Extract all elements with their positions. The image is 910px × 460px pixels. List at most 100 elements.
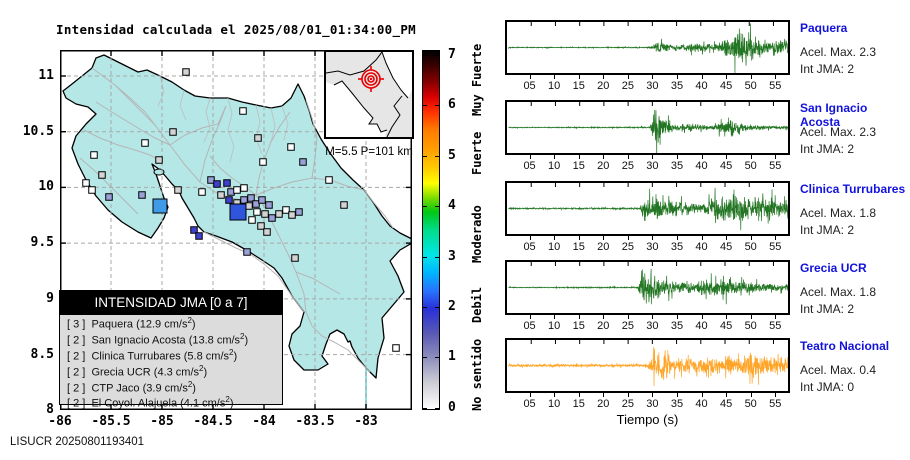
time-tick [554, 155, 556, 159]
station-intensity-marker [169, 128, 177, 136]
time-tick-label: 45 [719, 160, 733, 172]
time-tick-label: 55 [769, 241, 782, 253]
station-intensity-marker [291, 254, 299, 262]
time-tick-label: 50 [744, 241, 757, 253]
station-name: Paquera [800, 21, 848, 35]
legend-item: [ 2 ] San Ignacio Acosta (13.8 cm/s2) [67, 332, 249, 347]
time-tick-label: 30 [646, 320, 659, 332]
waveform-trace-4 [508, 262, 789, 305]
lat-tick-label: 8.5 [30, 346, 54, 362]
station-intensity-marker [275, 210, 283, 218]
lat-tick-label: 9.5 [30, 235, 54, 251]
station-intensity-marker [82, 179, 90, 187]
colorbar-value: 1 [448, 349, 456, 365]
time-tick [603, 236, 605, 240]
acel-max-value: Acel. Max. 1.8 [800, 285, 877, 299]
time-tick-label: 50 [744, 320, 757, 332]
time-tick [701, 75, 703, 79]
waveform-trace-5 [508, 340, 789, 386]
legend-item: [ 2 ] Clinica Turrubares (5.8 cm/s2) [67, 347, 238, 363]
time-tick-label: 20 [597, 241, 610, 253]
station-intensity-marker [198, 188, 206, 196]
lon-tick-label: -83.5 [295, 414, 335, 429]
time-tick-label: 55 [769, 160, 782, 172]
time-tick [775, 236, 777, 240]
time-tick-label: 50 [744, 80, 757, 92]
time-tick-label: 20 [597, 80, 610, 92]
epicenter-inset-map [324, 50, 414, 139]
station-intensity-marker [225, 196, 233, 204]
lon-tick-label: -84.5 [193, 414, 233, 429]
station-intensity-marker [155, 156, 163, 164]
time-tick-label: 20 [597, 320, 610, 332]
time-tick [652, 393, 654, 397]
station-intensity-marker [258, 196, 266, 204]
lat-tick-label: 9 [46, 290, 54, 306]
station-intensity-marker [299, 158, 307, 166]
legend-item: [ 2 ] Grecia UCR (4.3 cm/s2) [67, 363, 208, 379]
time-tick [750, 155, 752, 159]
time-tick [627, 75, 629, 79]
inset-canvas [325, 51, 412, 138]
time-tick-label: 10 [548, 80, 561, 92]
time-tick-label: 35 [670, 320, 684, 332]
time-tick-label: 05 [523, 320, 536, 332]
station-intensity-marker [259, 158, 267, 166]
colorbar-tick [435, 105, 439, 107]
time-tick-label: 55 [769, 398, 782, 410]
time-tick [627, 155, 629, 159]
time-tick-label: 45 [719, 320, 733, 332]
station-name: Grecia UCR [800, 261, 867, 275]
time-tick [529, 155, 531, 159]
time-tick-label: 30 [646, 160, 659, 172]
station-intensity-marker [325, 176, 333, 184]
time-tick-label: 20 [597, 160, 610, 172]
time-tick-label: 35 [670, 160, 684, 172]
station-intensity-marker [190, 226, 198, 234]
waveform-frame [505, 260, 790, 315]
time-tick [554, 393, 556, 397]
station-intensity-marker [265, 201, 273, 209]
station-name: San Ignacio Acosta [800, 101, 868, 129]
time-tick-label: 05 [523, 160, 536, 172]
waveform-frame [505, 338, 790, 393]
time-tick [750, 315, 752, 319]
colorbar-tick [423, 357, 427, 359]
time-tick-label: 30 [646, 398, 659, 410]
time-tick [603, 75, 605, 79]
time-tick [775, 155, 777, 159]
waveform-trace-2 [508, 102, 789, 158]
station-intensity-marker [182, 68, 190, 76]
time-tick [726, 236, 728, 240]
waveform-frame [505, 20, 790, 75]
station-intensity-marker [295, 208, 303, 216]
legend-item: [ 2 ] El Coyol. Alajuela (4.1 cm/s2) [67, 395, 234, 411]
time-tick [726, 155, 728, 159]
colorbar-tick [435, 407, 439, 409]
colorbar-tick [423, 256, 427, 258]
colorbar-value: 5 [448, 147, 456, 163]
time-tick-label: 50 [744, 398, 757, 410]
time-tick-label: 50 [744, 160, 757, 172]
time-tick-label: 25 [621, 398, 634, 410]
time-tick [627, 236, 629, 240]
station-intensity-marker [282, 206, 290, 214]
int-jma-value: Int JMA: 2 [800, 223, 855, 237]
colorbar-value: 6 [448, 97, 456, 113]
acel-max-value: Acel. Max. 2.3 [800, 125, 877, 139]
station-intensity-marker [229, 203, 247, 221]
time-tick-label: 55 [769, 80, 782, 92]
station-intensity-marker [261, 210, 269, 218]
lon-tick-label: -86 [48, 414, 72, 429]
colorbar-tick [435, 155, 439, 157]
time-tick-label: 30 [646, 241, 659, 253]
lat-tick-label: 10.5 [22, 123, 54, 139]
colorbar-tick [435, 256, 439, 258]
colorbar-value: 0 [448, 399, 456, 415]
station-intensity-marker [90, 151, 98, 159]
station-intensity-marker [243, 248, 251, 256]
colorbar-tick [423, 307, 427, 308]
station-name: Clinica Turrubares [800, 182, 906, 196]
time-tick [529, 315, 531, 319]
